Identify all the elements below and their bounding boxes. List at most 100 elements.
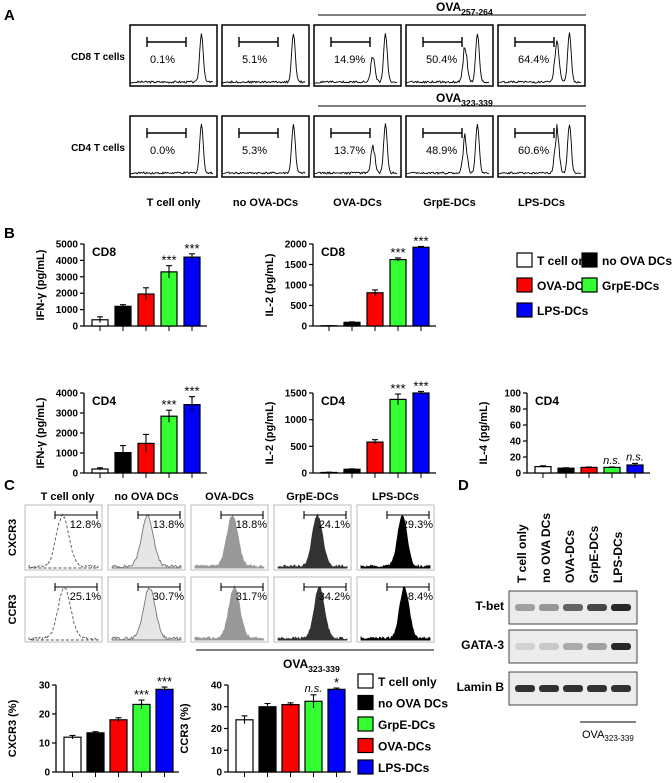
row-label: CCR3 <box>7 595 19 625</box>
blot-band <box>587 643 607 650</box>
row-label: CXCR3 <box>7 519 19 556</box>
histogram-frame <box>313 24 402 87</box>
column-label: LPS-DCs <box>372 491 419 503</box>
header-label: OVA323-339 <box>436 91 493 108</box>
blot-band <box>515 643 535 650</box>
bar <box>183 404 201 474</box>
y-tick-label: 0 <box>44 768 50 779</box>
y-axis-label: IL-2 (pg/mL) <box>264 253 276 316</box>
legend-swatch <box>357 716 374 732</box>
y-tick-label: 10 <box>211 746 223 757</box>
significance-label: *** <box>413 378 428 393</box>
histogram: 18.8% <box>190 504 269 571</box>
legend-label: GrpE-DCs <box>378 718 436 732</box>
bar <box>343 321 361 327</box>
histogram-curve <box>360 515 431 569</box>
y-tick-label: 1000 <box>285 415 308 426</box>
histogram-frame <box>24 504 103 571</box>
gate-percentage: 50.4% <box>426 54 457 66</box>
blot-band <box>515 604 535 611</box>
significance-label: *** <box>161 253 176 268</box>
chart-title: CD4 <box>321 394 345 408</box>
blot-band <box>539 643 559 650</box>
gate-percentage: 34.2% <box>319 591 350 603</box>
y-tick-label: 1000 <box>285 281 308 292</box>
bar <box>327 688 346 773</box>
group-label: GrpE-DCs <box>423 197 476 209</box>
bar-chart: 0 500 1000 1500 2000 IL-2 (pg/mL) CD8 *** *** <box>264 233 436 333</box>
y-tick-label: 0 <box>216 768 222 779</box>
histogram: 0.1% <box>129 24 218 87</box>
gate-percentage: 64.4% <box>518 54 549 66</box>
bar-chart: 0 10 20 30 40 CCR3 (%) n.s. * <box>179 675 351 779</box>
histogram-curve <box>313 33 398 84</box>
y-tick-label: 60 <box>510 421 522 432</box>
panel-letter: A <box>4 7 15 24</box>
blot-band <box>611 643 631 650</box>
bar <box>557 467 575 474</box>
y-tick-label: 500 <box>290 301 307 312</box>
y-tick-label: 20 <box>39 710 51 721</box>
header-label: OVA323-339 <box>283 657 340 674</box>
histogram-frame <box>356 504 435 571</box>
y-tick-label: 3000 <box>56 272 79 283</box>
gate-percentage: 18.8% <box>236 519 267 531</box>
bar <box>304 700 323 773</box>
y-tick-label: 40 <box>211 681 223 692</box>
y-axis-label: CCR3 (%) <box>179 703 191 753</box>
bar <box>389 398 407 474</box>
significance-label: *** <box>157 674 172 689</box>
chart-title: CD8 <box>321 245 345 259</box>
histogram: 30.7% <box>107 576 186 643</box>
histogram-frame <box>24 576 103 643</box>
column-label: T cell only <box>41 491 96 503</box>
histogram-curve <box>277 586 348 641</box>
legend-label: T cell only <box>537 254 596 268</box>
significance-label: *** <box>413 233 428 248</box>
bar <box>235 719 254 773</box>
group-label: T cell only <box>147 197 202 209</box>
histogram: 24.1% <box>273 504 352 571</box>
lane-label: GrpE-DCs <box>587 525 601 583</box>
histogram-curve <box>111 587 182 641</box>
legend-swatch <box>516 252 533 268</box>
column-label: GrpE-DCs <box>286 491 339 503</box>
gate-percentage: 25.1% <box>70 591 101 603</box>
bar <box>63 736 82 773</box>
histogram: 38.4% <box>356 576 435 643</box>
lane-label: LPS-DCs <box>611 531 625 583</box>
histogram-frame <box>129 24 218 87</box>
y-tick-label: 1000 <box>56 305 79 316</box>
histogram-frame <box>221 24 310 87</box>
histogram-curve <box>129 123 214 175</box>
gate-percentage: 14.9% <box>334 54 365 66</box>
blot-label: Lamin B <box>457 680 505 694</box>
blot-band <box>587 604 607 611</box>
bar <box>183 256 201 327</box>
y-tick-label: 40 <box>510 437 522 448</box>
legend-swatch <box>357 673 374 689</box>
significance-label: n.s. <box>603 455 621 467</box>
bar <box>86 732 105 773</box>
histogram-curve <box>360 585 431 641</box>
blot-band <box>563 643 583 650</box>
histogram-curve <box>221 124 306 175</box>
gate-percentage: 29.3% <box>402 519 433 531</box>
significance-label: *** <box>161 397 176 412</box>
histogram: 64.4% <box>497 24 586 87</box>
histogram: 34.2% <box>273 576 352 643</box>
significance-label: *** <box>184 384 199 399</box>
bar <box>603 466 621 474</box>
legend-swatch <box>581 252 598 268</box>
significance-label: * <box>334 675 339 690</box>
histogram: 5.1% <box>221 24 310 87</box>
histogram-frame <box>497 24 586 87</box>
blot-band <box>539 685 559 692</box>
significance-label: n.s. <box>305 683 323 695</box>
legend-swatch <box>516 277 533 293</box>
blot-band <box>563 685 583 692</box>
blot-label: T-bet <box>475 599 504 613</box>
histogram-curve <box>497 32 582 84</box>
